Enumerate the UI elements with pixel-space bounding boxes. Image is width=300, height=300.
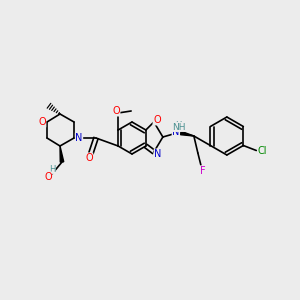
Polygon shape <box>181 131 194 136</box>
Text: Cl: Cl <box>258 146 267 155</box>
Text: O: O <box>153 115 161 125</box>
Text: F: F <box>200 166 206 176</box>
Text: O: O <box>85 153 93 163</box>
Text: N: N <box>154 149 161 159</box>
Text: NH: NH <box>172 122 186 131</box>
Text: O: O <box>44 172 52 182</box>
Text: H: H <box>49 164 55 173</box>
Text: H: H <box>175 122 181 130</box>
Text: N: N <box>172 127 179 137</box>
Text: O: O <box>112 106 120 116</box>
Polygon shape <box>60 146 64 162</box>
Text: O: O <box>38 117 46 127</box>
Text: N: N <box>75 133 83 143</box>
